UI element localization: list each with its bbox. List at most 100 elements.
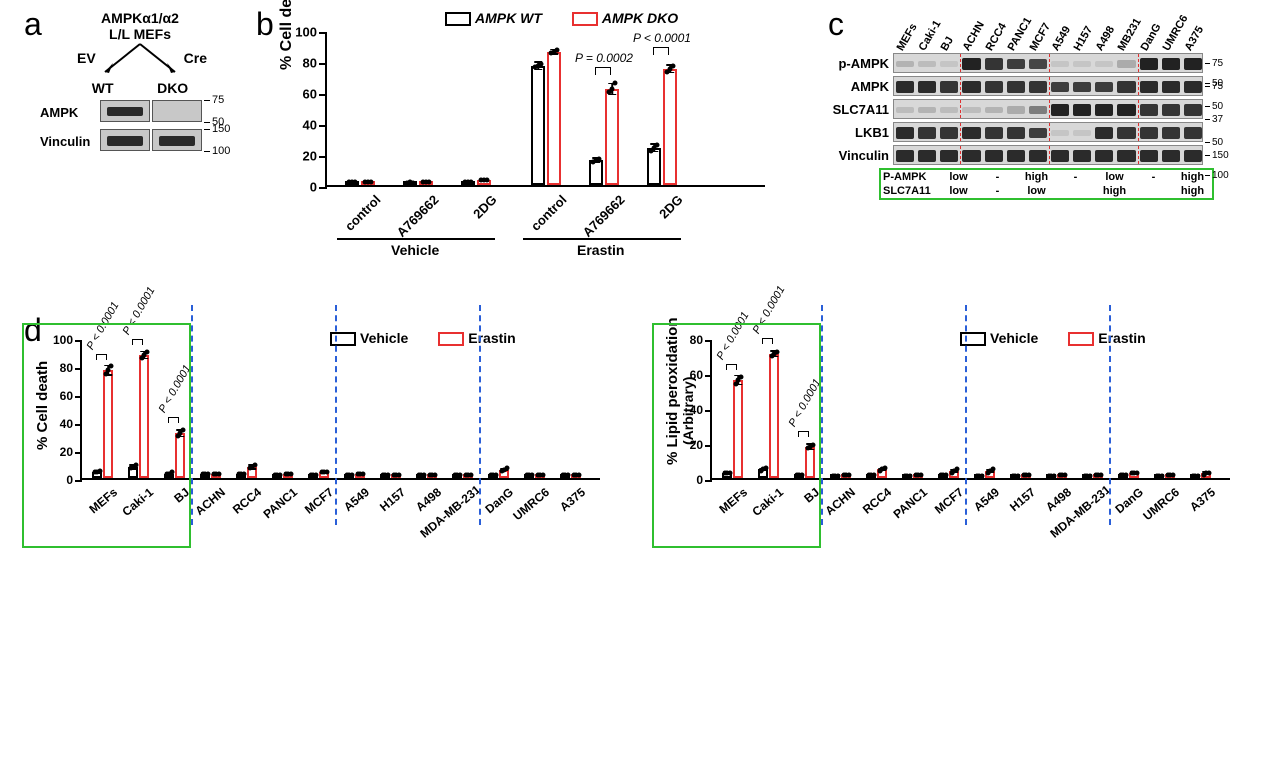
blot-name: Vinculin xyxy=(40,134,100,149)
divider xyxy=(1109,305,1111,525)
xlabel-A769662: A769662 xyxy=(392,192,441,241)
panel-c-blot-lkb1: LKB150 xyxy=(825,122,1265,142)
bar-Erastin-control-wt xyxy=(531,66,545,185)
mw-label: 75 xyxy=(212,94,224,106)
blot-strip xyxy=(893,122,1203,142)
summary-label: P-AMPK xyxy=(881,170,939,184)
panel-c: MEFsCaki-1BJACHNRCC4PANC1MCF7A549H157A49… xyxy=(825,5,1265,200)
panel-d-sub-1: VehicleErastin% Lipid peroxidation(Arbit… xyxy=(650,315,1255,505)
summary-cell: - xyxy=(978,170,1017,184)
ytick-label: 40 xyxy=(303,118,317,133)
panel-a-left-arm: EV xyxy=(77,50,96,66)
blot-strip xyxy=(893,53,1203,73)
panel-c-blot-vinculin: Vinculin150100 xyxy=(825,145,1265,165)
summary-label: SLC7A11 xyxy=(881,184,939,198)
blot-name: SLC7A11 xyxy=(825,102,893,117)
panel-a-lanes: WT DKO xyxy=(70,80,210,96)
panel-a-right-arm: Cre xyxy=(184,50,207,66)
xlabel-2DG: 2DG xyxy=(450,192,499,241)
panel-c-blot-slc7a11: SLC7A1137 xyxy=(825,99,1265,119)
divider xyxy=(965,305,967,525)
divider xyxy=(821,305,823,525)
summary-row-P-AMPK: P-AMPKlow-high-low-high xyxy=(881,170,1212,184)
blot-strip xyxy=(893,145,1203,165)
blot-name: AMPK xyxy=(825,79,893,94)
mw-label: 37 xyxy=(1212,114,1223,125)
panel-b-ylabel: % Cell death xyxy=(278,0,296,70)
group-label-Vehicle: Vehicle xyxy=(391,242,439,258)
ytick-label: 100 xyxy=(295,25,317,40)
mw-label: 150 xyxy=(1212,150,1229,161)
blot-name: AMPK xyxy=(40,105,100,120)
panel-c-lane-labels: MEFsCaki-1BJACHNRCC4PANC1MCF7A549H157A49… xyxy=(895,5,1265,53)
ytick-label: 20 xyxy=(303,149,317,164)
summary-cell xyxy=(1056,184,1095,198)
xlabel-A769662: A769662 xyxy=(578,192,627,241)
mw-label: 50 xyxy=(1212,101,1223,112)
lane-A549: A549 xyxy=(1050,24,1074,53)
blot-strip: 7550 xyxy=(100,100,210,125)
green-highlight-box xyxy=(22,323,191,548)
summary-cell: - xyxy=(1056,170,1095,184)
xlabel-control: control xyxy=(334,192,383,241)
xlabel-2DG: 2DG xyxy=(636,192,685,241)
blot-name: LKB1 xyxy=(825,125,893,140)
xlabel-control: control xyxy=(520,192,569,241)
ytick-label: 60 xyxy=(303,87,317,102)
lane-ACHN: ACHN xyxy=(961,19,987,53)
blot-strip xyxy=(893,76,1203,96)
summary-cell: high xyxy=(1095,184,1134,198)
panel-c-blot-p-ampk: p-AMPK7550 xyxy=(825,53,1265,73)
divider xyxy=(335,305,337,525)
summary-cell: - xyxy=(978,184,1017,198)
lane-H157: H157 xyxy=(1072,24,1096,53)
bar-Erastin-A769662-dko xyxy=(605,89,619,185)
legend-dko: AMPK DKO xyxy=(572,10,678,26)
panel-a-lane-wt: WT xyxy=(92,80,114,96)
lane-BJ: BJ xyxy=(939,35,956,53)
panel-a-tree: EV Cre xyxy=(65,42,215,80)
panel-b-chart: AMPK WT AMPK DKO % Cell death 0204060801… xyxy=(270,10,780,240)
panel-a: AMPKα1/α2 L/L MEFs EV Cre WT DKO AMPK755… xyxy=(40,10,240,154)
green-highlight-box xyxy=(652,323,821,548)
bar-Erastin-2DG-dko xyxy=(663,69,677,185)
bar-Erastin-control-dko xyxy=(547,52,561,185)
panel-c-blot-ampk: AMPK7550 xyxy=(825,76,1265,96)
summary-cell: high xyxy=(1173,170,1212,184)
lane-RCC4: RCC4 xyxy=(983,21,1008,53)
summary-cell: high xyxy=(1173,184,1212,198)
ytick-label: 80 xyxy=(303,56,317,71)
lane-A375: A375 xyxy=(1182,24,1206,53)
lane-MEFs: MEFs xyxy=(895,22,920,53)
panel-b: AMPK WT AMPK DKO % Cell death 0204060801… xyxy=(270,10,800,240)
summary-cell: low xyxy=(1017,184,1056,198)
ytick-label: 0 xyxy=(310,180,317,195)
summary-cell: - xyxy=(1134,170,1173,184)
divider xyxy=(191,305,193,525)
summary-cell: low xyxy=(939,184,978,198)
panel-a-lane-dko: DKO xyxy=(157,80,188,96)
mw-label: 100 xyxy=(212,145,230,157)
mw-label: 50 xyxy=(1212,137,1223,148)
mw-label: 75 xyxy=(1212,81,1223,92)
summary-cell xyxy=(1134,184,1173,198)
lane-A498: A498 xyxy=(1094,24,1118,53)
panel-a-title1: AMPKα1/α2 xyxy=(40,10,240,26)
blot-name: p-AMPK xyxy=(825,56,893,71)
bar-Erastin-2DG-wt xyxy=(647,148,661,185)
summary-cell: low xyxy=(939,170,978,184)
panel-b-legend: AMPK WT AMPK DKO xyxy=(445,10,678,26)
mw-label: 150 xyxy=(212,123,230,135)
summary-row-SLC7A11: SLC7A11low-lowhighhigh xyxy=(881,184,1212,198)
panel-a-title2: L/L MEFs xyxy=(40,26,240,42)
lane-DanG: DanG xyxy=(1138,22,1163,53)
blot-name: Vinculin xyxy=(825,148,893,163)
group-label-Erastin: Erastin xyxy=(577,242,624,258)
blot-strip xyxy=(893,99,1203,119)
panel-c-summary: P-AMPKlow-high-low-highSLC7A11low-lowhig… xyxy=(879,168,1214,200)
legend-wt: AMPK WT xyxy=(445,10,542,26)
mw-label: 100 xyxy=(1212,170,1229,181)
summary-cell: high xyxy=(1017,170,1056,184)
mw-label: 75 xyxy=(1212,58,1223,69)
pvalue: P = 0.0002 xyxy=(575,51,633,65)
